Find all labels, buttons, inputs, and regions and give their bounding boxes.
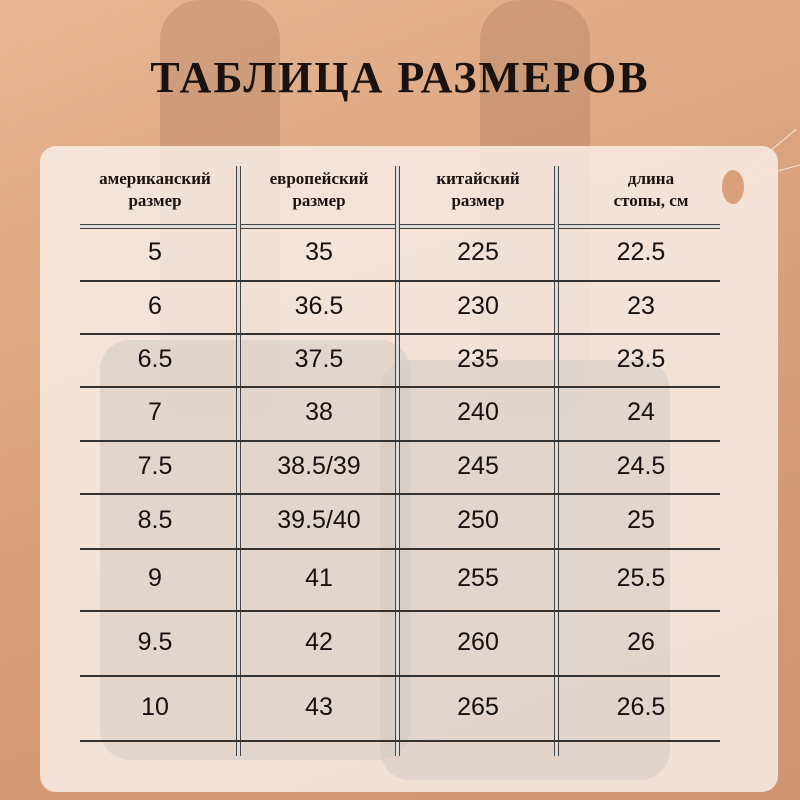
table-cell: 6.5 <box>137 344 173 373</box>
table-cell: 8.5 <box>137 505 173 534</box>
page-title: ТАБЛИЦА РАЗМЕРОВ <box>150 53 650 102</box>
tag-hole <box>722 170 744 204</box>
table-cell: 24 <box>627 398 655 426</box>
table-cell: 43 <box>305 692 333 721</box>
table-cell: 22.5 <box>616 238 666 266</box>
size-chart-panel <box>40 146 778 792</box>
row-divider <box>80 675 720 677</box>
table-cell: 41 <box>305 564 333 592</box>
table-cell: 9.5 <box>137 627 173 656</box>
table-cell: 23.5 <box>616 344 666 373</box>
table-cell: 39.5/40 <box>277 505 361 534</box>
row-divider <box>80 440 720 442</box>
table-cell: 35 <box>305 238 333 266</box>
table-cell: 23 <box>627 291 655 320</box>
table-cell: 9 <box>148 564 162 592</box>
header-eu-size: европейский размер <box>269 169 369 210</box>
table-cell: 5 <box>148 238 162 266</box>
table-cell: 37.5 <box>294 344 344 373</box>
table-cell: 235 <box>457 344 499 373</box>
header-foot-length: длина стопы, см <box>613 169 689 210</box>
table-cell: 265 <box>457 692 499 721</box>
table-cell: 230 <box>457 291 499 320</box>
header-us-size: американский размер <box>99 169 211 210</box>
header-cn-size: китайский размер <box>436 169 520 210</box>
row-divider <box>80 386 720 388</box>
row-divider <box>80 280 720 282</box>
table-cell: 42 <box>305 627 333 656</box>
table-cell: 25 <box>627 505 655 534</box>
table-cell: 38 <box>305 398 333 426</box>
table-cell: 7.5 <box>137 451 173 480</box>
table-cell: 10 <box>141 692 169 721</box>
table-cell: 225 <box>457 238 499 266</box>
table-cell: 245 <box>457 451 499 480</box>
table-cell: 240 <box>457 398 499 426</box>
table-cell: 38.5/39 <box>277 451 361 480</box>
column-divider <box>236 166 241 756</box>
column-divider <box>395 166 400 756</box>
row-divider <box>80 548 720 550</box>
table-cell: 260 <box>457 627 499 656</box>
header-divider <box>80 224 720 229</box>
table-cell: 36.5 <box>294 291 344 320</box>
table-cell: 24.5 <box>616 451 666 480</box>
table-cell: 250 <box>457 505 499 534</box>
table-cell: 26 <box>627 627 655 656</box>
table-cell: 6 <box>148 291 162 320</box>
table-cell: 26.5 <box>616 692 666 721</box>
column-divider <box>554 166 559 756</box>
row-divider <box>80 610 720 612</box>
table-cell: 25.5 <box>616 564 666 592</box>
table-cell: 7 <box>148 398 162 426</box>
row-divider <box>80 333 720 335</box>
table-cell: 255 <box>457 564 499 592</box>
row-divider <box>80 493 720 495</box>
row-divider <box>80 740 720 742</box>
